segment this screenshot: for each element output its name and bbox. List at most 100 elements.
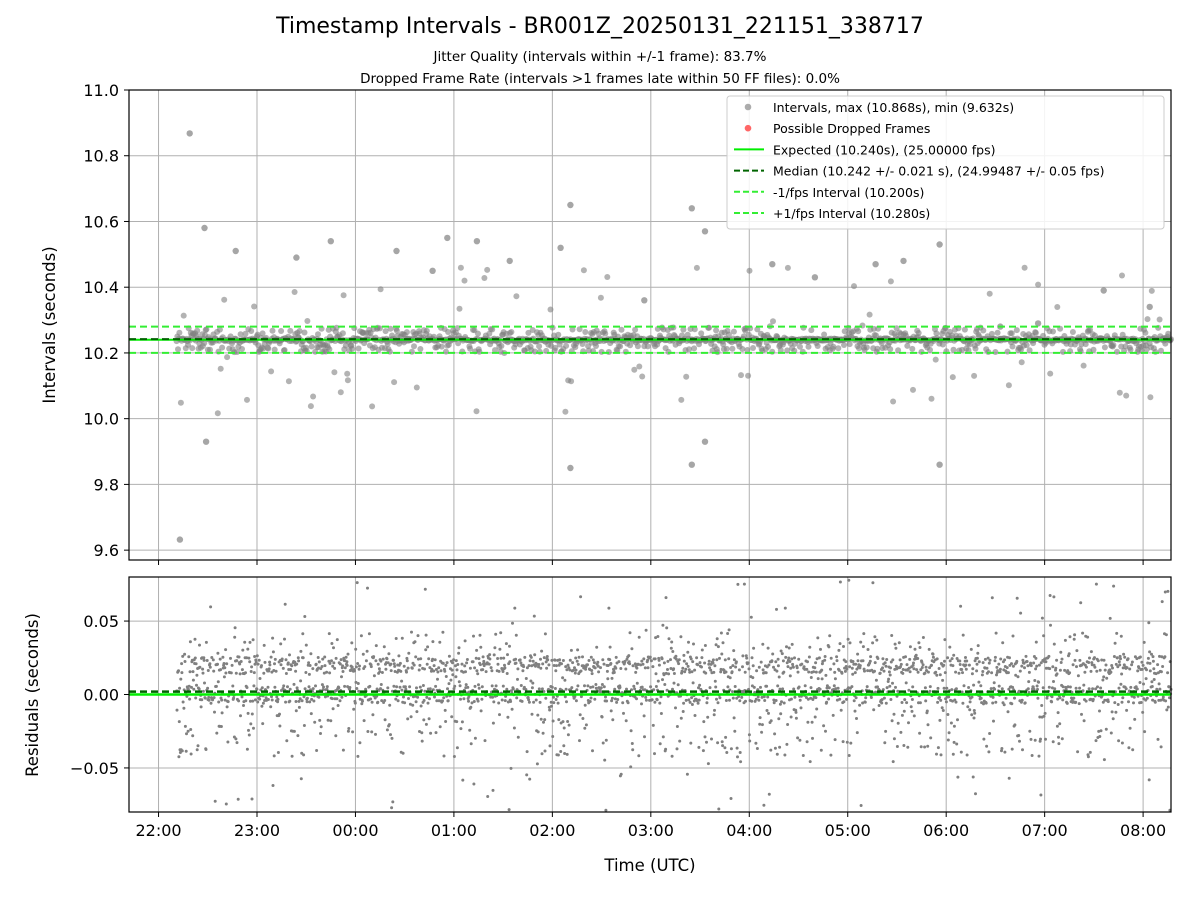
residual-point bbox=[1002, 703, 1006, 707]
residual-point bbox=[697, 745, 701, 749]
residual-point bbox=[664, 671, 668, 675]
residual-point bbox=[893, 642, 897, 646]
residual-point bbox=[556, 701, 560, 705]
interval-point bbox=[455, 340, 462, 347]
residual-point bbox=[1053, 687, 1057, 691]
residual-point bbox=[1130, 663, 1134, 667]
residual-point bbox=[713, 708, 716, 712]
residual-point bbox=[518, 658, 522, 662]
interval-point bbox=[797, 343, 803, 350]
residual-point bbox=[361, 652, 365, 656]
residual-point bbox=[1043, 711, 1047, 715]
residual-point bbox=[498, 647, 502, 651]
legend-label-3: Median (10.242 +/- 0.021 s), (24.99487 +… bbox=[773, 164, 1104, 179]
residual-point bbox=[976, 651, 980, 655]
residual-point bbox=[964, 656, 967, 659]
residual-point bbox=[594, 686, 598, 690]
residual-point bbox=[261, 722, 265, 726]
residual-point bbox=[795, 666, 799, 670]
residual-point bbox=[492, 653, 496, 657]
residual-point bbox=[912, 714, 916, 718]
residual-point bbox=[1109, 670, 1113, 674]
residual-point bbox=[705, 696, 709, 700]
residual-point bbox=[241, 648, 245, 652]
residual-point bbox=[797, 685, 801, 689]
interval-point bbox=[281, 347, 288, 353]
residual-point bbox=[405, 670, 408, 674]
residual-point bbox=[610, 696, 614, 700]
residual-point bbox=[1076, 674, 1080, 678]
residual-point bbox=[1122, 652, 1126, 656]
residual-point bbox=[1114, 662, 1118, 666]
interval-point bbox=[207, 346, 213, 353]
residual-point bbox=[567, 723, 571, 727]
residual-point bbox=[224, 802, 228, 806]
interval-point bbox=[315, 331, 321, 338]
interval-point bbox=[1023, 342, 1030, 349]
residual-point bbox=[379, 683, 383, 686]
residual-point bbox=[723, 658, 727, 662]
residual-point bbox=[1113, 701, 1117, 705]
residual-point bbox=[288, 699, 292, 703]
residual-point bbox=[632, 684, 636, 688]
residual-point bbox=[1112, 655, 1116, 658]
residual-point bbox=[429, 731, 433, 735]
residual-point bbox=[1104, 727, 1108, 731]
residual-point bbox=[1132, 701, 1135, 705]
residual-point bbox=[660, 657, 664, 661]
residual-point bbox=[390, 806, 394, 810]
residual-point bbox=[912, 661, 915, 665]
residual-point bbox=[672, 667, 676, 671]
residual-point bbox=[289, 668, 293, 671]
residual-point bbox=[235, 741, 239, 745]
residual-point bbox=[590, 672, 594, 676]
residual-point bbox=[1115, 631, 1119, 635]
residual-point bbox=[1029, 737, 1033, 741]
residual-point bbox=[1150, 680, 1154, 684]
residual-point bbox=[1038, 715, 1042, 719]
residual-point bbox=[719, 670, 723, 674]
residual-point bbox=[997, 684, 1001, 688]
residual-point bbox=[191, 670, 195, 674]
residual-point bbox=[468, 728, 472, 732]
residual-point bbox=[1141, 663, 1145, 667]
residual-point bbox=[936, 686, 940, 690]
interval-point bbox=[489, 326, 496, 333]
residual-point bbox=[681, 710, 685, 713]
residual-point bbox=[257, 658, 261, 662]
residual-point bbox=[975, 662, 979, 666]
residual-point bbox=[1035, 684, 1039, 688]
residual-point bbox=[776, 664, 780, 668]
interval-point bbox=[248, 328, 255, 334]
residual-point bbox=[781, 659, 785, 663]
residual-point bbox=[914, 653, 918, 657]
residual-point bbox=[279, 663, 283, 667]
residual-point bbox=[187, 684, 191, 688]
interval-point bbox=[1144, 316, 1151, 323]
residual-point bbox=[1118, 654, 1122, 658]
residual-point bbox=[1161, 695, 1165, 699]
residual-point bbox=[894, 664, 898, 668]
residual-point bbox=[724, 735, 728, 739]
residual-point bbox=[725, 751, 729, 754]
residual-point bbox=[965, 753, 969, 757]
residual-point bbox=[325, 685, 329, 689]
interval-point bbox=[457, 264, 464, 271]
residual-point bbox=[1035, 664, 1039, 668]
residual-point bbox=[1037, 663, 1041, 667]
residual-point bbox=[1058, 722, 1062, 726]
residual-point bbox=[968, 708, 972, 712]
residual-point bbox=[296, 734, 300, 738]
residual-point bbox=[633, 687, 637, 691]
residual-point bbox=[201, 689, 205, 693]
interval-point bbox=[632, 326, 639, 333]
residual-point bbox=[356, 682, 360, 685]
residual-point bbox=[362, 719, 366, 723]
residual-point bbox=[952, 653, 956, 657]
residual-point bbox=[279, 689, 283, 692]
interval-point bbox=[739, 346, 746, 352]
residual-point bbox=[563, 678, 567, 682]
residual-point bbox=[341, 664, 345, 668]
residual-point bbox=[919, 668, 923, 672]
residual-point bbox=[493, 646, 497, 650]
